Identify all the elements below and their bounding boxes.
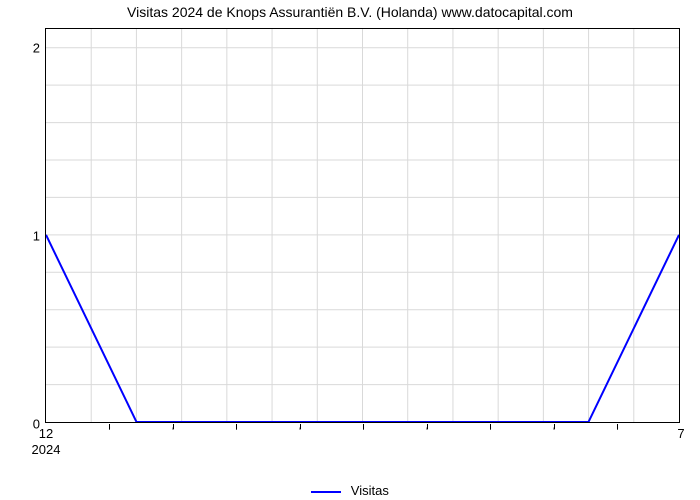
x-minor-label: ' (616, 422, 618, 438)
chart-container: Visitas 2024 de Knops Assurantiën B.V. (… (0, 0, 700, 500)
legend-label: Visitas (351, 483, 389, 498)
x-tick-label: 7 (677, 422, 684, 441)
y-tick-label: 2 (33, 40, 46, 55)
plot-area: 0121272024''''''''' (45, 28, 680, 423)
x-minor-label: ' (235, 422, 237, 438)
x-minor-label: ' (172, 422, 174, 438)
chart-title: Visitas 2024 de Knops Assurantiën B.V. (… (0, 4, 700, 20)
data-line (46, 29, 679, 422)
x-minor-label: ' (362, 422, 364, 438)
legend-swatch (311, 491, 341, 493)
x-minor-label: ' (299, 422, 301, 438)
x-minor-label: ' (553, 422, 555, 438)
y-tick-label: 1 (33, 228, 46, 243)
x-minor-label: ' (489, 422, 491, 438)
x-sub-label: 2024 (32, 422, 61, 457)
x-minor-label: ' (426, 422, 428, 438)
legend: Visitas (0, 483, 700, 498)
x-minor-label: ' (108, 422, 110, 438)
